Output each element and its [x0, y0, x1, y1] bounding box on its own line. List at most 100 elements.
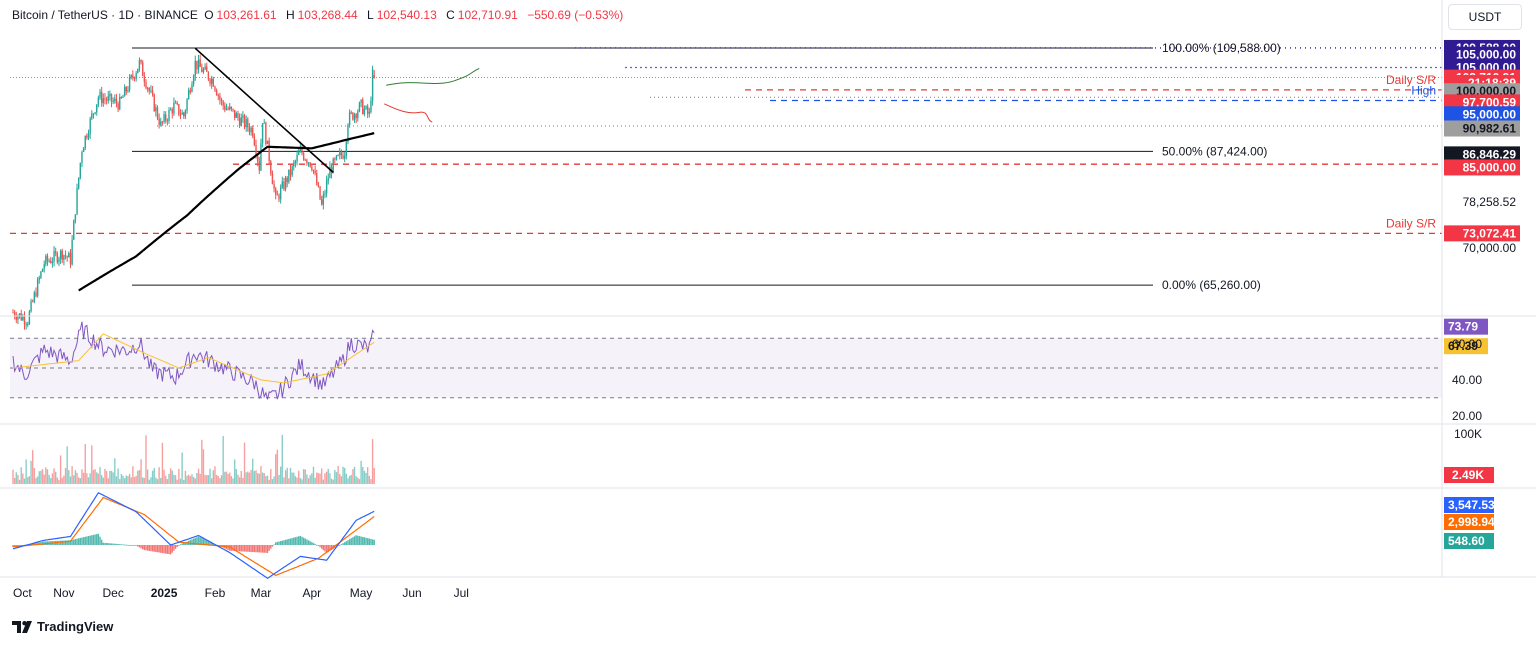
macd-histogram-bar	[256, 545, 259, 553]
macd-histogram-bar	[15, 545, 17, 547]
candle-body	[299, 147, 302, 153]
volume-bar	[168, 473, 170, 484]
macd-histogram-bar	[38, 542, 40, 545]
candle-body	[348, 112, 351, 125]
candle-body	[237, 113, 239, 118]
candle-body	[235, 113, 238, 118]
candle-body	[163, 114, 165, 122]
candle-body	[345, 141, 348, 157]
macd-histogram-bar	[107, 543, 109, 545]
volume-bar	[289, 467, 292, 484]
macd-histogram-bar	[73, 539, 75, 545]
candle-body	[307, 162, 310, 164]
x-axis-tick-label: May	[350, 586, 373, 600]
volume-bar	[309, 475, 311, 484]
macd-histogram-bar	[125, 544, 127, 546]
volume-bar	[304, 469, 306, 484]
macd-histogram-bar	[168, 545, 170, 555]
candle-body	[329, 166, 331, 179]
volume-bar	[38, 471, 40, 484]
volume-bar	[314, 477, 316, 484]
volume-bar	[212, 470, 215, 484]
volume-bar	[339, 474, 341, 484]
volume-bar	[352, 469, 354, 484]
volume-bar	[235, 469, 238, 484]
macd-histogram-bar	[206, 540, 208, 545]
candle-body	[332, 158, 334, 174]
volume-bar	[278, 474, 280, 484]
macd-histogram-bar	[84, 536, 86, 545]
macd-histogram-bar	[283, 540, 285, 545]
macd-histogram-bar	[347, 540, 349, 545]
volume-bar	[271, 479, 274, 484]
candle-body	[320, 199, 323, 205]
macd-histogram-bar	[309, 541, 311, 545]
tradingview-logo[interactable]: TradingView	[12, 619, 113, 634]
candle-body	[169, 109, 172, 111]
x-axis-tick-label: Feb	[205, 586, 226, 600]
volume-bar	[71, 466, 73, 484]
volume-value-label: 2.49K	[1452, 468, 1484, 482]
macd-histogram-bar	[366, 538, 369, 545]
volume-bar	[122, 475, 124, 484]
volume-bar	[174, 475, 177, 484]
candle-body	[245, 119, 247, 128]
candle-body	[138, 59, 141, 69]
candle-body	[314, 170, 316, 174]
volume-bar	[56, 477, 59, 484]
macd-histogram-bar	[304, 538, 306, 545]
candle-body	[58, 258, 60, 263]
candle-body	[250, 127, 252, 133]
macd-histogram-bar	[370, 538, 372, 545]
volume-bar	[40, 470, 42, 484]
volume-bar	[324, 473, 326, 484]
volume-bar	[158, 467, 160, 484]
candle-body	[104, 98, 106, 100]
volume-bar	[68, 470, 70, 484]
volume-bar	[217, 476, 219, 484]
candle-body	[117, 103, 119, 110]
volume-bar	[252, 458, 254, 484]
volume-bar	[156, 479, 159, 484]
volume-bar	[53, 468, 55, 484]
candle-body	[102, 98, 105, 104]
volume-bar	[82, 472, 85, 484]
volume-bar	[253, 471, 256, 484]
volume-bar	[242, 477, 244, 484]
candle-body	[97, 97, 100, 105]
candle-body	[156, 107, 159, 119]
macd-histogram-bar	[173, 545, 175, 551]
macd-histogram-bar	[232, 545, 234, 551]
volume-bar	[230, 476, 233, 484]
macd-histogram-bar	[135, 545, 137, 546]
currency-button[interactable]: USDT	[1448, 4, 1522, 30]
macd-histogram-bar	[281, 540, 283, 545]
macd-histogram-bar	[263, 545, 265, 553]
macd-histogram-bar	[330, 545, 333, 551]
price-axis-badge	[1444, 106, 1520, 123]
candle-body	[347, 124, 349, 142]
candle-body	[61, 250, 63, 260]
candle-body	[153, 94, 155, 112]
candle-body	[263, 122, 265, 124]
volume-bar	[373, 468, 375, 484]
candle-body	[94, 112, 96, 114]
candle-body	[325, 180, 328, 194]
open-label: O	[204, 8, 214, 22]
volume-bar	[337, 466, 339, 484]
volume-bar	[261, 472, 264, 484]
candle-body	[253, 136, 256, 145]
candle-body	[91, 113, 93, 119]
candle-body	[15, 316, 17, 320]
rsi-value-label: 67.39	[1448, 339, 1478, 353]
macd-histogram-bar	[363, 537, 366, 545]
macd-histogram-bar	[343, 542, 346, 545]
volume-bar	[155, 477, 157, 484]
volume-bar	[306, 474, 308, 484]
volume-bar	[32, 450, 34, 484]
macd-value-label: 548.60	[1448, 534, 1485, 548]
volume-bar	[100, 475, 103, 484]
macd-histogram-bar	[312, 543, 315, 545]
macd-histogram-bar	[69, 540, 72, 545]
